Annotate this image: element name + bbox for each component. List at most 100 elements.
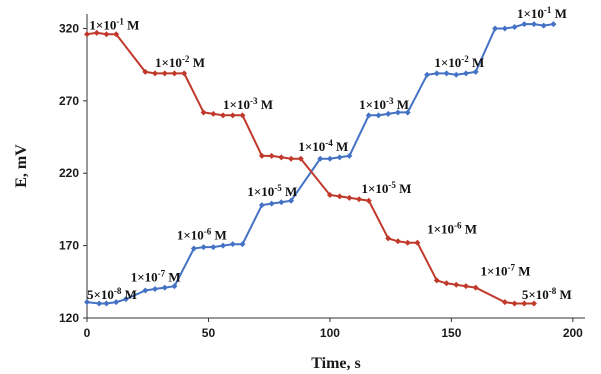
concentration-exponent: -3 (386, 96, 394, 106)
concentration-base: 1×10 (434, 55, 461, 70)
x-axis-label: Time, s (311, 355, 360, 372)
data-point (268, 152, 275, 159)
data-point (229, 241, 236, 248)
concentration-exponent: -1 (544, 5, 552, 15)
data-point (394, 238, 401, 245)
data-point (84, 31, 90, 38)
concentration-unit: M (469, 55, 485, 70)
data-point (511, 24, 518, 31)
x-tick-label: 50 (202, 326, 216, 340)
concentration-label: 5×10-8 M (522, 286, 572, 302)
data-point (113, 299, 120, 306)
data-point (530, 300, 537, 307)
data-point (152, 286, 159, 293)
data-point (181, 70, 188, 77)
x-tick-label: 150 (441, 326, 461, 340)
data-point (530, 21, 537, 28)
data-point (326, 155, 333, 162)
concentration-base: 1×10 (247, 184, 274, 199)
data-point (113, 31, 120, 38)
concentration-exponent: -2 (182, 54, 190, 64)
data-point (258, 202, 265, 209)
concentration-label: 1×10-2 M (155, 54, 205, 70)
data-point (394, 109, 401, 116)
y-axis-label: E, mV (13, 144, 30, 188)
concentration-unit: M (393, 97, 409, 112)
data-point (220, 112, 227, 119)
concentration-unit: M (121, 287, 137, 302)
concentration-label: 1×10-7 M (481, 263, 531, 279)
data-point (540, 22, 547, 29)
data-point (550, 21, 557, 28)
data-point (492, 25, 499, 32)
concentration-unit: M (211, 227, 227, 242)
data-point (433, 70, 440, 77)
concentration-base: 1×10 (359, 97, 386, 112)
concentration-exponent: -8 (114, 286, 122, 296)
x-tick-label: 100 (320, 326, 340, 340)
data-point (414, 239, 421, 246)
data-point (346, 152, 353, 159)
concentration-base: 1×10 (89, 18, 116, 33)
data-point (385, 110, 392, 117)
concentration-base: 5×10 (87, 287, 114, 302)
data-point (433, 277, 440, 284)
data-point (443, 70, 450, 77)
data-point (336, 193, 343, 200)
concentration-exponent: -1 (116, 17, 124, 27)
y-tick-label: 220 (59, 166, 79, 180)
data-point (453, 281, 460, 288)
concentration-base: 1×10 (517, 6, 544, 21)
data-point (462, 70, 469, 77)
series-1 (84, 21, 557, 307)
data-point (288, 197, 295, 204)
data-point (443, 280, 450, 287)
concentration-label: 1×10-7 M (131, 268, 181, 284)
data-point (521, 21, 528, 28)
data-point (122, 296, 129, 303)
data-point (336, 154, 343, 161)
data-point (472, 68, 479, 75)
concentration-base: 1×10 (362, 181, 389, 196)
concentration-unit: M (396, 181, 412, 196)
concentration-label: 1×10-2 M (434, 54, 484, 70)
concentration-exponent: -7 (507, 263, 515, 273)
concentration-unit: M (282, 184, 298, 199)
concentration-exponent: -2 (461, 54, 469, 64)
data-point (239, 112, 246, 119)
data-point (220, 242, 227, 249)
concentration-exponent: -6 (454, 221, 462, 231)
data-point (297, 155, 304, 162)
y-tick-label: 270 (59, 94, 79, 108)
data-point (200, 244, 207, 251)
concentration-unit: M (124, 18, 140, 33)
concentration-base: 1×10 (177, 227, 204, 242)
data-point (142, 287, 149, 294)
data-point (200, 109, 207, 116)
concentration-unit: M (165, 269, 181, 284)
concentration-exponent: -7 (158, 268, 166, 278)
concentration-unit: M (556, 287, 572, 302)
data-point (404, 109, 411, 116)
data-point (501, 299, 508, 306)
concentration-base: 5×10 (522, 287, 549, 302)
data-point (161, 70, 168, 77)
data-point (346, 194, 353, 201)
data-point (501, 25, 508, 32)
data-point (258, 152, 265, 159)
concentration-exponent: -4 (325, 138, 333, 148)
data-point (375, 112, 382, 119)
y-ticks: 120 170 220 270 320 (59, 21, 87, 325)
concentration-exponent: -5 (274, 183, 282, 193)
concentration-label: 1×10-4 M (298, 138, 348, 154)
concentration-label: 5×10-8 M (87, 286, 137, 302)
data-point (424, 71, 431, 78)
data-point (521, 300, 528, 307)
concentration-base: 1×10 (223, 97, 250, 112)
data-point (93, 29, 100, 36)
data-point (103, 300, 110, 307)
x-ticks: 0 50 100 150 200 (84, 318, 583, 340)
concentration-unit: M (257, 97, 273, 112)
annotations: 1×10-1 M1×10-2 M1×10-3 M1×10-4 M1×10-5 M… (87, 5, 572, 302)
